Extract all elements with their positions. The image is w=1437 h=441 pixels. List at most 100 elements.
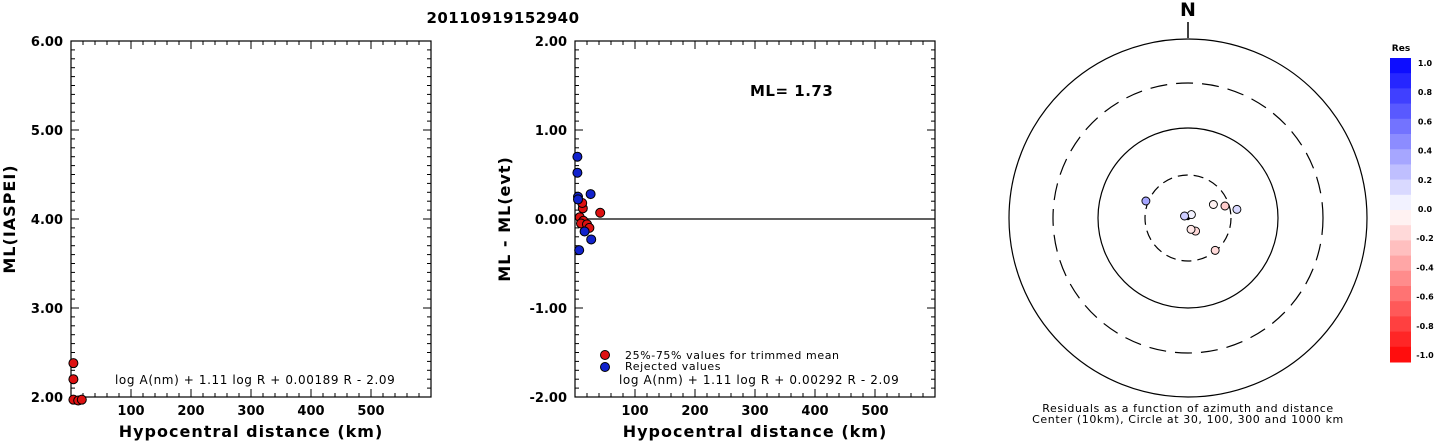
plot1-xtick-label: 500 — [357, 404, 384, 419]
ring-100km — [1097, 127, 1279, 309]
plot2-ytick-label: -1.00 — [530, 302, 567, 317]
ring-outer — [1008, 38, 1368, 398]
plot2-xlabel: Hypocentral distance (km) — [623, 422, 888, 441]
plot2-ylabel: ML - ML(evt) — [495, 156, 514, 282]
plot2-points — [572, 151, 606, 256]
colorbar-title: Res — [1392, 44, 1410, 54]
colorbar-tick-label: 0.6 — [1418, 117, 1433, 126]
plot1-data-point — [68, 358, 79, 369]
colorbar-tick-label: 0.0 — [1418, 205, 1433, 214]
polar-data-point — [1210, 245, 1220, 255]
plot2-ml-annotation: ML= 1.73 — [750, 82, 833, 100]
plot2-ticks: 100 200 300 400 500 -2.00 -1.00 0.00 1.00 2.00 — [530, 35, 936, 419]
colorbar-cell — [1390, 270, 1411, 287]
polar-data-point — [1180, 211, 1189, 221]
plot1-xlabel: Hypocentral distance (km) — [119, 422, 384, 441]
plot2-data-point — [595, 207, 606, 218]
plot1-ytick-label: 5.00 — [31, 124, 63, 139]
ring-300km — [1052, 82, 1324, 354]
plot1-xtick-label: 300 — [237, 404, 264, 419]
colorbar-cell — [1390, 286, 1411, 302]
colorbar-tick-label: 1.0 — [1418, 59, 1433, 68]
colorbar-cell — [1390, 301, 1411, 317]
plot1-points — [68, 358, 87, 406]
legend-rejected-label: Rejected values — [625, 360, 721, 373]
plot2-xtick-label: 500 — [861, 404, 888, 419]
colorbar-cell — [1390, 134, 1411, 150]
plot1-xtick-label: 200 — [177, 404, 204, 419]
plot2-xtick-label: 400 — [801, 404, 828, 419]
colorbar-cell — [1390, 103, 1411, 120]
plot1-ytick-label: 4.00 — [31, 213, 63, 228]
colorbar-cell — [1390, 240, 1411, 257]
colorbar-cell — [1390, 149, 1411, 165]
plot1-ylabel: ML(IASPEI) — [0, 164, 19, 273]
colorbar-ticks: 1.0 0.8 0.6 0.4 0.2 0.0 -0.2 -0.4 -0.6 -0.8 -1.0 — [1416, 59, 1434, 360]
plot1-xtick-label: 100 — [117, 404, 144, 419]
plot1-data-point — [76, 394, 87, 405]
legend-trimmed-marker — [600, 350, 610, 360]
figure-title: 20110919152940 — [426, 9, 579, 27]
colorbar-tick-label: 0.8 — [1418, 88, 1433, 97]
colorbar-cell — [1390, 210, 1411, 226]
colorbar-cell — [1390, 316, 1411, 333]
plot2-data-point — [585, 189, 596, 200]
colorbar-tick-label: -0.4 — [1416, 263, 1434, 272]
polar-caption-line2: Center (10km), Circle at 30, 100, 300 an… — [1032, 413, 1344, 426]
plot2-xtick-label: 100 — [621, 404, 648, 419]
plot2-data-point — [586, 234, 597, 245]
plot1-ytick-label: 2.00 — [31, 391, 63, 406]
colorbar-cell — [1390, 225, 1411, 241]
colorbar-cell — [1390, 73, 1411, 89]
colorbar-cell — [1390, 346, 1411, 363]
plot1-formula: log A(nm) + 1.11 log R + 0.00189 R - 2.0… — [115, 373, 395, 387]
plot2-ytick-label: 2.00 — [535, 35, 567, 50]
plot1-ticks: 100 200 300 400 500 2.00 3.00 4.00 5.00 6.00 — [31, 35, 432, 419]
colorbar-cell — [1390, 118, 1411, 135]
colorbar-tick-label: -0.8 — [1416, 322, 1434, 331]
plot2-data-point — [579, 226, 590, 237]
colorbar-cells — [1390, 58, 1411, 363]
polar-data-point — [1232, 204, 1242, 214]
polar-points — [1141, 196, 1242, 255]
polar-data-point — [1208, 200, 1218, 209]
plot2-formula: log A(nm) + 1.11 log R + 0.00292 R - 2.0… — [619, 373, 899, 387]
plot2-xtick-label: 300 — [741, 404, 768, 419]
plot2-data-point — [573, 194, 583, 205]
colorbar-cell — [1390, 58, 1411, 74]
ml-vs-distance-plot: ML(IASPEI) Hypocentral distance (km) log… — [0, 35, 432, 441]
plot1-ytick-label: 3.00 — [31, 302, 63, 317]
plot1-data-point — [68, 374, 79, 385]
legend-trimmed-label: 25%-75% values for trimmed mean — [625, 349, 840, 362]
plot2-ytick-label: 0.00 — [535, 213, 567, 228]
colorbar-tick-label: -1.0 — [1416, 351, 1434, 360]
plot1-frame — [70, 40, 432, 398]
north-label: N — [1180, 0, 1196, 21]
legend-rejected-marker — [600, 362, 610, 372]
residual-vs-distance-plot: ML - ML(evt) Hypocentral distance (km) M… — [495, 35, 936, 441]
colorbar-cell — [1390, 88, 1411, 105]
colorbar-cell — [1390, 164, 1411, 181]
polar-data-point — [1141, 196, 1151, 206]
plot2-ytick-label: 1.00 — [535, 124, 567, 139]
colorbar-cell — [1390, 255, 1411, 272]
colorbar-tick-label: 0.4 — [1418, 147, 1433, 156]
plot2-data-point — [572, 151, 583, 162]
colorbar-cell — [1390, 331, 1411, 348]
residual-colorbar: Res 1.0 0.8 0.6 0.4 0.2 0.0 -0.2 -0.4 -0.6 -0.8 -1… — [1390, 44, 1434, 363]
polar-caption-line1: Residuals as a function of azimuth and d… — [1042, 402, 1333, 415]
plot2-data-point — [574, 245, 585, 256]
plot1-ytick-label: 6.00 — [31, 35, 63, 50]
azimuth-residual-plot: N Residuals as a function of azimuth and… — [1008, 0, 1368, 426]
colorbar-cell — [1390, 179, 1411, 196]
plot2-xtick-label: 200 — [681, 404, 708, 419]
ring-30km — [1144, 174, 1232, 262]
plot2-ytick-label: -2.00 — [530, 391, 567, 406]
plot2-data-point — [572, 167, 583, 178]
colorbar-tick-label: 0.2 — [1418, 176, 1432, 185]
polar-data-point — [1220, 201, 1230, 211]
plot1-xtick-label: 400 — [297, 404, 324, 419]
colorbar-tick-label: -0.2 — [1416, 234, 1434, 243]
colorbar-tick-label: -0.6 — [1416, 293, 1434, 302]
